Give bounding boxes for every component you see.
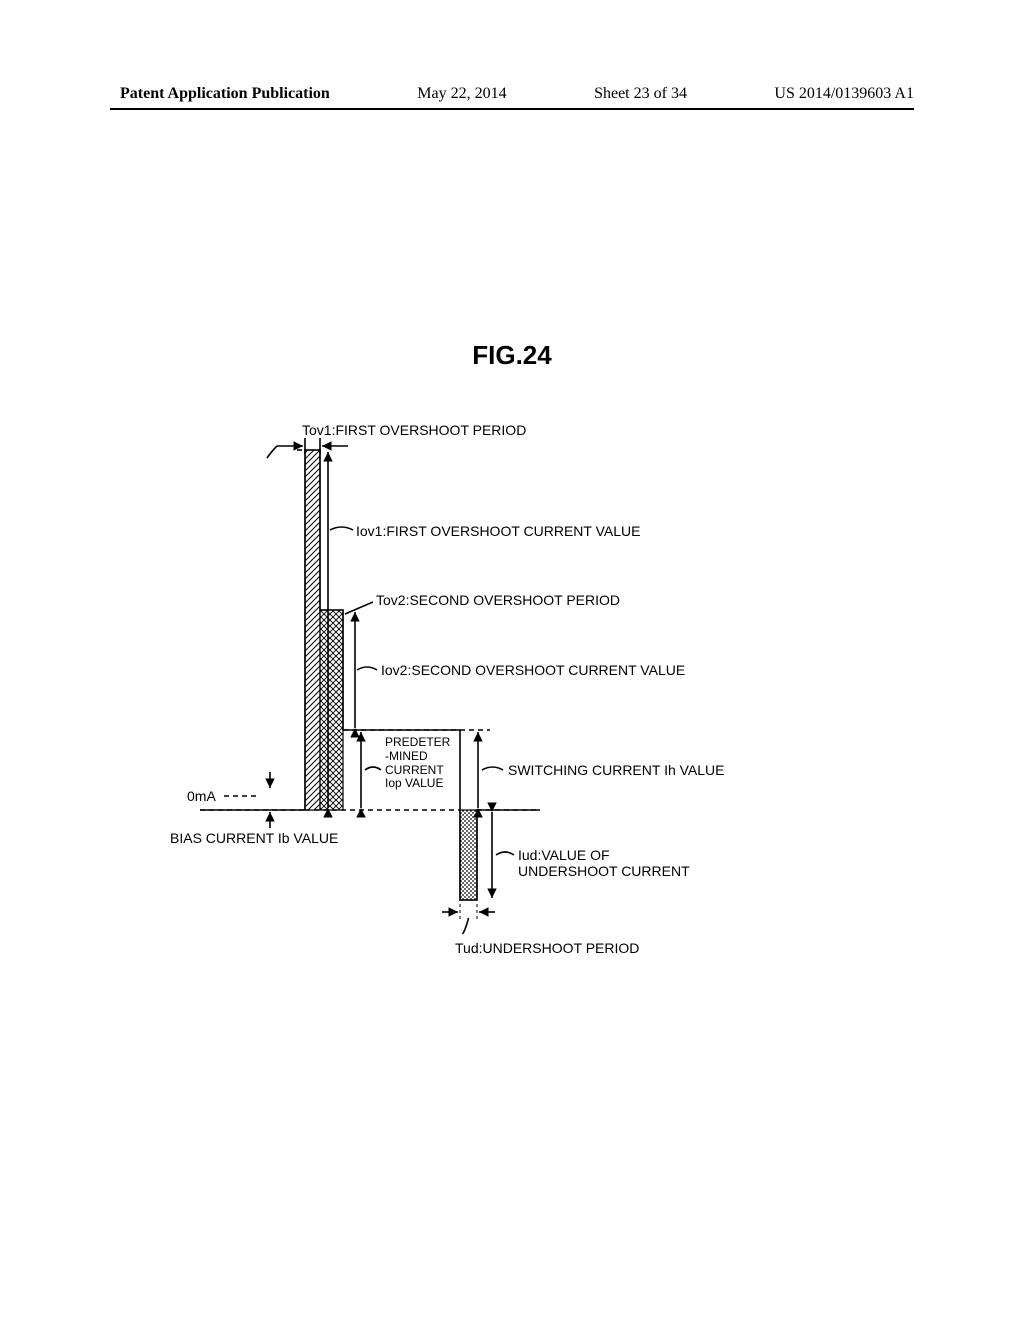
label-undershoot-period: Tud:UNDERSHOOT PERIOD <box>455 940 639 956</box>
header-sheet: Sheet 23 of 34 <box>594 85 687 103</box>
label-predetermined-current: PREDETER -MINED CURRENT Iop VALUE <box>385 736 450 791</box>
label-iov1: Iov1:FIRST OVERSHOOT CURRENT VALUE <box>356 523 640 539</box>
header-rule <box>110 108 914 110</box>
page-header: Patent Application Publication May 22, 2… <box>0 85 1024 103</box>
label-iov2: Iov2:SECOND OVERSHOOT CURRENT VALUE <box>381 662 685 678</box>
header-date: May 22, 2014 <box>417 85 506 103</box>
figure-24: FIG.24 Tov1:FIRST OVERSHOOT PERIOD Iov1:… <box>0 320 1024 1020</box>
header-publication: Patent Application Publication <box>120 85 330 103</box>
label-tov1: Tov1:FIRST OVERSHOOT PERIOD <box>302 422 526 438</box>
label-bias-current: BIAS CURRENT Ib VALUE <box>170 830 338 846</box>
label-tov2: Tov2:SECOND OVERSHOOT PERIOD <box>376 592 620 608</box>
label-undershoot-current: Iud:VALUE OF UNDERSHOOT CURRENT <box>518 847 690 879</box>
header-docid: US 2014/0139603 A1 <box>774 85 914 103</box>
label-switching-current: SWITCHING CURRENT Ih VALUE <box>508 762 725 778</box>
label-zero-mA: 0mA <box>187 788 216 804</box>
